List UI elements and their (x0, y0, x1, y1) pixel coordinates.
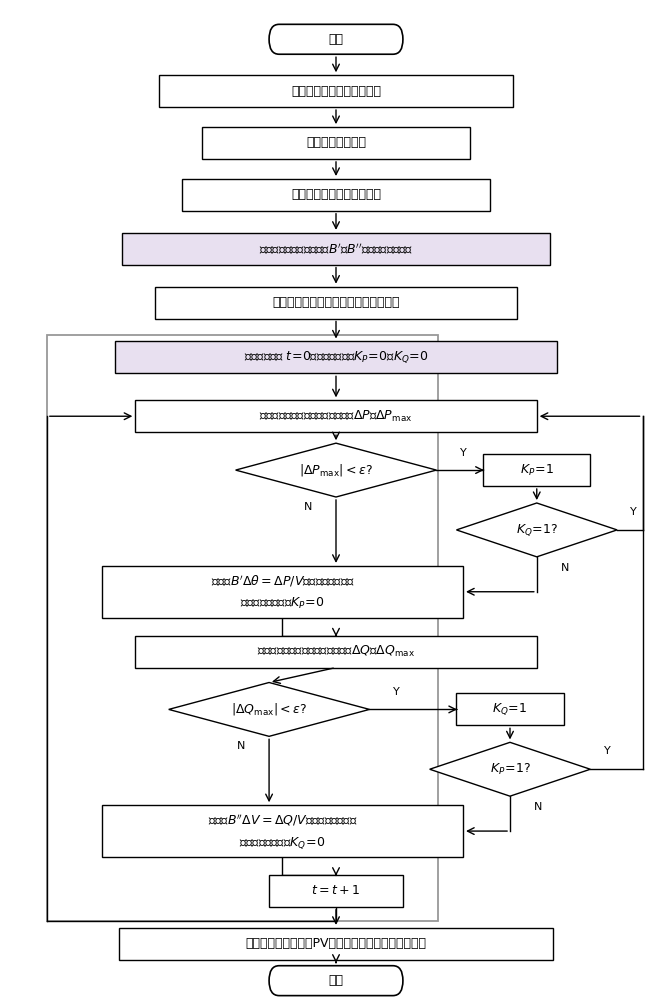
FancyBboxPatch shape (202, 127, 470, 159)
Text: N: N (534, 802, 542, 812)
FancyBboxPatch shape (135, 636, 537, 668)
FancyBboxPatch shape (155, 287, 517, 319)
Text: Y: Y (393, 687, 400, 697)
Text: 结束: 结束 (329, 974, 343, 987)
Text: 解方程$B'\Delta\theta=\Delta P/V$，修正电压相角，: 解方程$B'\Delta\theta=\Delta P/V$，修正电压相角， (210, 573, 354, 589)
Text: 形成修正方程的系数矩阵$B'$和$B''$并进行因子表分解: 形成修正方程的系数矩阵$B'$和$B''$并进行因子表分解 (259, 241, 413, 256)
FancyBboxPatch shape (182, 179, 490, 211)
Text: $t=t+1$: $t=t+1$ (311, 884, 361, 897)
FancyBboxPatch shape (483, 454, 590, 486)
Text: 解方程$B''\Delta V=\Delta Q/V$，修正电压幅值，: 解方程$B''\Delta V=\Delta Q/V$，修正电压幅值， (208, 812, 358, 828)
FancyBboxPatch shape (135, 400, 537, 432)
Polygon shape (169, 682, 370, 736)
FancyBboxPatch shape (269, 966, 403, 996)
FancyBboxPatch shape (456, 693, 564, 725)
FancyBboxPatch shape (269, 24, 403, 54)
Text: 形成节点注入有功功率和无功功率向量: 形成节点注入有功功率和无功功率向量 (272, 296, 400, 309)
FancyBboxPatch shape (269, 875, 403, 907)
Text: N: N (237, 741, 245, 751)
Text: $K_Q\!=\!1?$: $K_Q\!=\!1?$ (515, 522, 558, 538)
Text: 计算平衡节点功率及PV节点无功功率，计算支路功率: 计算平衡节点功率及PV节点无功功率，计算支路功率 (245, 937, 427, 950)
FancyBboxPatch shape (115, 341, 557, 373)
FancyBboxPatch shape (122, 233, 550, 265)
FancyBboxPatch shape (101, 566, 463, 618)
FancyBboxPatch shape (118, 928, 554, 960)
Text: 计算电压相量，令$K_Q\!=\!0$: 计算电压相量，令$K_Q\!=\!0$ (239, 835, 325, 851)
Text: $K_Q\!=\!1$: $K_Q\!=\!1$ (493, 702, 528, 717)
Text: N: N (304, 502, 312, 512)
Polygon shape (429, 742, 590, 796)
Text: $|\Delta Q_{\max}|<\varepsilon$?: $|\Delta Q_{\max}|<\varepsilon$? (231, 701, 307, 717)
Text: 开始: 开始 (329, 33, 343, 46)
Text: N: N (560, 563, 569, 573)
Text: 原始数据输入和电压初始化: 原始数据输入和电压初始化 (291, 85, 381, 98)
Polygon shape (236, 443, 436, 497)
Text: 记录相关节点类型的节点号: 记录相关节点类型的节点号 (291, 188, 381, 201)
Text: $|\Delta P_{\max}|<\varepsilon$?: $|\Delta P_{\max}|<\varepsilon$? (299, 462, 373, 478)
Text: 计算复功率，并计算无功不平衡量$\Delta Q$及$\Delta Q_{\max}$: 计算复功率，并计算无功不平衡量$\Delta Q$及$\Delta Q_{\ma… (257, 644, 415, 659)
Text: Y: Y (603, 746, 610, 756)
Text: $K_P\!=\!1?$: $K_P\!=\!1?$ (490, 762, 530, 777)
Text: Y: Y (630, 507, 637, 517)
Text: $K_P\!=\!1$: $K_P\!=\!1$ (520, 463, 554, 478)
FancyBboxPatch shape (101, 805, 463, 857)
Text: 计算复功率，并计算有功不平衡量$\Delta P$及$\Delta P_{\max}$: 计算复功率，并计算有功不平衡量$\Delta P$及$\Delta P_{\ma… (259, 409, 413, 424)
Text: 形成节点导纳矩阵: 形成节点导纳矩阵 (306, 136, 366, 149)
Text: 计算电压相量，令$K_P\!=\!0$: 计算电压相量，令$K_P\!=\!0$ (240, 596, 325, 611)
Text: 设置迭代计数 $t\!=\!0$，设置收敛标志$K_P\!=\!0$，$K_Q\!=\!0$: 设置迭代计数 $t\!=\!0$，设置收敛标志$K_P\!=\!0$，$K_Q\… (243, 350, 429, 365)
FancyBboxPatch shape (159, 75, 513, 107)
Polygon shape (456, 503, 617, 557)
Text: Y: Y (460, 448, 466, 458)
